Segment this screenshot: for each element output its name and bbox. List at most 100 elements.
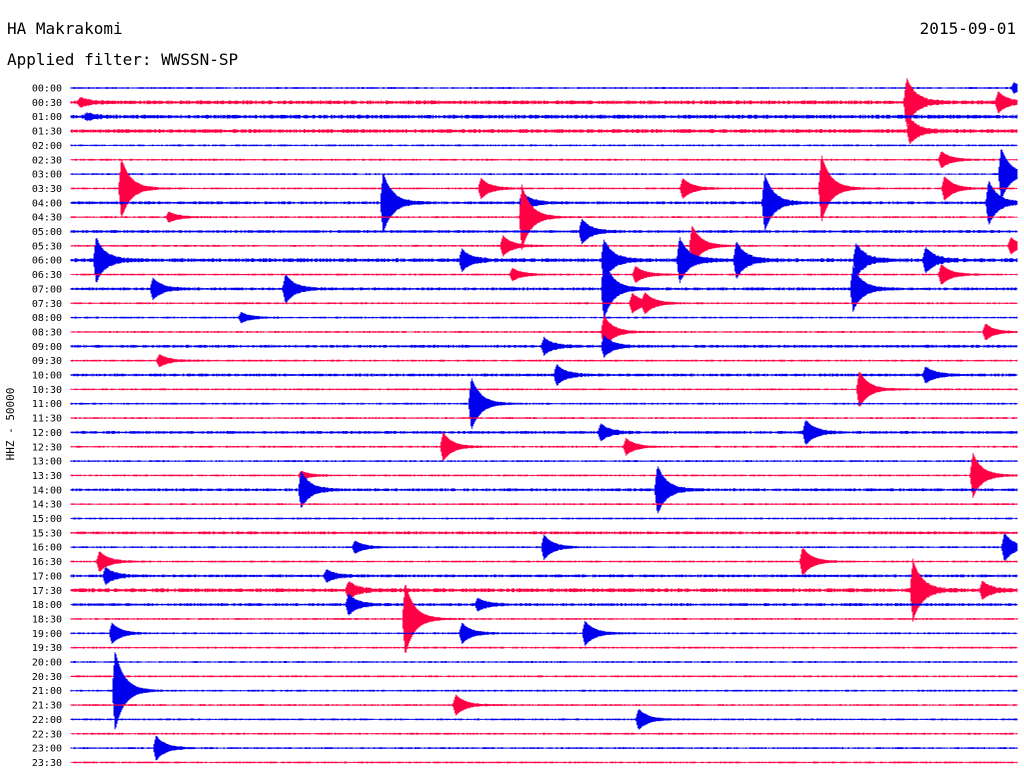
trace-line	[70, 735, 1018, 761]
tick-label: 09:00	[32, 342, 62, 353]
tick-label: 04:30	[32, 213, 62, 224]
tick-label: 08:30	[32, 327, 62, 338]
tick-label: 16:00	[32, 543, 62, 554]
trace-line	[70, 184, 1018, 250]
trace-line	[70, 372, 1018, 407]
trace-line	[70, 118, 1018, 144]
trace-line	[70, 453, 1018, 498]
trace-line	[70, 173, 1018, 233]
tick-label: 23:30	[32, 758, 62, 769]
tick-label: 07:30	[32, 299, 62, 310]
trace-line	[70, 149, 1018, 199]
trace-line	[70, 112, 1018, 122]
trace-line	[70, 432, 1018, 461]
trace-line	[70, 364, 1018, 386]
trace-line	[70, 378, 1018, 429]
trace-line	[70, 517, 1018, 520]
trace-line	[70, 420, 1018, 445]
tick-label: 14:00	[32, 485, 62, 496]
trace-line	[70, 226, 1018, 266]
tick-label: 22:30	[32, 729, 62, 740]
filter-label: Applied filter: WWSSN-SP	[7, 50, 239, 69]
date-label: 2015-09-01	[919, 19, 1016, 38]
trace-line	[70, 219, 1018, 244]
trace-line	[70, 503, 1018, 506]
tick-label: 15:00	[32, 514, 62, 525]
trace-line	[70, 646, 1018, 649]
trace-line	[70, 547, 1018, 576]
tick-label: 00:00	[32, 84, 62, 95]
tick-label: 20:30	[32, 672, 62, 683]
trace-line	[70, 709, 1018, 730]
trace-line	[70, 558, 1018, 622]
trace-line	[70, 334, 1018, 358]
trace-line	[70, 533, 1018, 561]
y-axis-label: HHZ - 50000	[4, 388, 17, 461]
tick-label: 19:00	[32, 629, 62, 640]
tick-label: 21:30	[32, 701, 62, 712]
tick-label: 05:30	[32, 241, 62, 252]
tick-label: 16:30	[32, 557, 62, 568]
tick-label: 00:30	[32, 98, 62, 109]
trace-line	[70, 144, 1018, 147]
tick-label: 18:00	[32, 600, 62, 611]
trace-line	[70, 312, 1018, 324]
trace-line	[70, 354, 1018, 367]
tick-label: 15:30	[32, 528, 62, 539]
tick-label: 19:30	[32, 643, 62, 654]
tick-label: 06:00	[32, 256, 62, 267]
tick-label: 03:30	[32, 184, 62, 195]
trace-line	[70, 264, 1018, 285]
trace-line	[70, 585, 1018, 653]
tick-label: 02:30	[32, 155, 62, 166]
tick-label: 05:00	[32, 227, 62, 238]
tick-label: 23:00	[32, 744, 62, 755]
tick-label: 17:30	[32, 586, 62, 597]
tick-label: 13:30	[32, 471, 62, 482]
tick-label: 17:00	[32, 571, 62, 582]
tick-label: 22:00	[32, 715, 62, 726]
tick-label: 13:00	[32, 457, 62, 468]
trace-line	[70, 466, 1018, 514]
trace-line	[70, 315, 1018, 349]
trace-line	[70, 417, 1018, 419]
tick-label: 12:30	[32, 442, 62, 453]
tick-label: 07:00	[32, 284, 62, 295]
tick-label: 09:30	[32, 356, 62, 367]
trace-line	[70, 566, 1018, 585]
tick-label: 11:00	[32, 399, 62, 410]
tick-label: 11:30	[32, 414, 62, 425]
trace-line	[70, 258, 1018, 320]
tick-label: 20:00	[32, 658, 62, 669]
trace-line	[70, 732, 1018, 735]
trace-line	[70, 652, 1018, 730]
trace-line	[70, 593, 1018, 616]
trace-line	[70, 151, 1018, 168]
trace-line	[70, 675, 1018, 678]
trace-group	[70, 78, 1018, 764]
tick-label: 21:00	[32, 686, 62, 697]
tick-label-group: 00:00 00:30 01:00 01:30 02:00 02:30 03:00 03:30…	[32, 84, 62, 769]
tick-label: 04:00	[32, 198, 62, 209]
tick-label: 03:00	[32, 170, 62, 181]
trace-line	[70, 460, 1018, 463]
tick-label: 01:00	[32, 112, 62, 123]
tick-label: 06:30	[32, 270, 62, 281]
tick-label: 14:30	[32, 500, 62, 511]
tick-label: 02:00	[32, 141, 62, 152]
trace-line	[70, 82, 1018, 94]
trace-line	[70, 531, 1018, 535]
tick-label: 10:30	[32, 385, 62, 396]
trace-line	[70, 620, 1018, 646]
tick-label: 10:00	[32, 371, 62, 382]
trace-line	[70, 694, 1018, 716]
trace-line	[70, 761, 1018, 764]
tick-label: 08:00	[32, 313, 62, 324]
trace-line	[70, 237, 1018, 284]
tick-label: 01:30	[32, 127, 62, 138]
trace-line	[70, 78, 1018, 127]
station-title: HA Makrakomi	[7, 19, 123, 38]
trace-line	[70, 292, 1018, 315]
trace-line	[70, 155, 1018, 222]
